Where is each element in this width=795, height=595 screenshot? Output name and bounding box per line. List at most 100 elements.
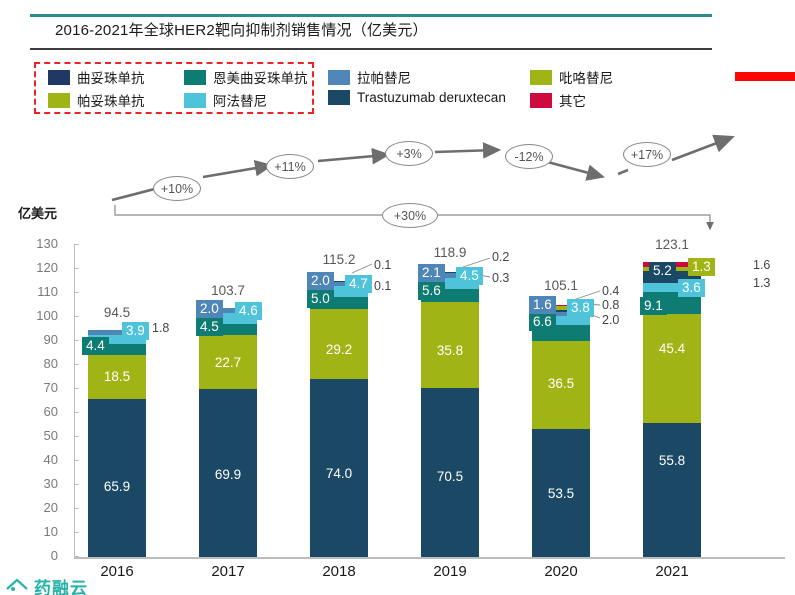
chip-2016-afatinib: 3.9 <box>122 322 149 340</box>
growth-badge-label: +11% <box>274 159 306 174</box>
growth-badge-2020-2021: +17% <box>623 142 671 167</box>
segment-pertuzumab <box>88 355 146 399</box>
bar-total-2017: 103.7 <box>211 283 245 298</box>
y-tick-label: 50 <box>43 428 58 443</box>
legend-label: 恩美曲妥珠单抗 <box>213 71 308 86</box>
legend-item-lapatinib[interactable]: 拉帕替尼 <box>328 67 411 87</box>
bar-2018[interactable]: 74.0 29.2 <box>310 281 368 557</box>
callout-2019-0: 0.2 <box>492 250 510 264</box>
chip-2018-tdm1: 5.0 <box>307 290 334 308</box>
segment-other <box>532 305 590 306</box>
chip-2020-afatinib: 3.8 <box>567 299 594 317</box>
segment-afatinib <box>199 313 257 324</box>
segment-pertuzumab <box>310 309 368 379</box>
legend-item-afatinib[interactable]: 阿法替尼 <box>184 90 267 110</box>
chart-legend: 曲妥珠单抗 帕妥珠单抗 恩美曲妥珠单抗 阿法替尼 拉帕替尼 Trastuzuma… <box>34 62 704 114</box>
segment-pertuzumab <box>199 335 257 389</box>
segment-pyrotinib <box>532 306 590 310</box>
legend-highlight-box <box>34 62 314 114</box>
title-rule-top <box>30 14 712 17</box>
callout-2016-0: 1.8 <box>152 321 170 335</box>
segment-trastuzumab-deruxtecan <box>310 281 368 282</box>
legend-item-pertuzumab[interactable]: 帕妥珠单抗 <box>48 90 145 110</box>
growth-badge-label: -12% <box>514 149 544 164</box>
segment-trastuzumab <box>310 379 368 557</box>
segment-lapatinib <box>88 330 146 335</box>
x-label-2019: 2019 <box>433 563 467 580</box>
chip-2017-lapatinib: 2.0 <box>196 300 223 318</box>
y-tick-label: 120 <box>36 260 58 275</box>
chip-2021-afatinib: 3.6 <box>678 279 705 297</box>
bar-2020[interactable]: 53.5 36.5 <box>532 305 590 557</box>
growth-badge-label: +3% <box>396 146 422 161</box>
chip-2017-tdm1: 4.5 <box>196 318 223 336</box>
callout-2020-0: 0.4 <box>602 284 620 298</box>
segment-value-olive: 22.7 <box>214 355 242 370</box>
red-accent-bar <box>735 72 795 81</box>
legend-item-trastuzumab[interactable]: 曲妥珠单抗 <box>48 67 145 87</box>
segment-lapatinib <box>532 312 590 316</box>
legend-swatch-icon <box>184 92 206 108</box>
segment-value-main: 65.9 <box>103 479 131 494</box>
segment-trastuzumab <box>421 388 479 557</box>
segment-trastuzumab <box>88 399 146 557</box>
segment-value-olive: 36.5 <box>547 376 575 391</box>
y-tick-label: 110 <box>37 284 58 299</box>
y-axis-unit-label: 亿美元 <box>18 206 58 221</box>
segment-value-olive: 18.5 <box>103 369 131 384</box>
x-label-2017: 2017 <box>211 563 245 580</box>
chip-2018-afatinib: 4.7 <box>345 275 372 293</box>
chip-2016-tdm1: 4.4 <box>82 337 109 355</box>
callout-2021-1: 1.3 <box>753 276 771 290</box>
chip-2018-lapatinib: 2.0 <box>307 272 334 290</box>
legend-label: 其它 <box>559 94 586 109</box>
segment-trastuzumab <box>199 389 257 557</box>
legend-item-other[interactable]: 其它 <box>530 90 586 110</box>
segment-tdm1 <box>88 344 146 355</box>
segment-afatinib <box>421 278 479 289</box>
y-tick-label: 30 <box>43 476 58 491</box>
growth-badge-2017-2018: +11% <box>266 154 314 179</box>
segment-trastuzumab-deruxtecan <box>532 310 590 312</box>
legend-item-tdm1[interactable]: 恩美曲妥珠单抗 <box>184 67 308 87</box>
growth-badge-2016-2017: +10% <box>153 176 201 201</box>
chip-2020-tdm1: 6.6 <box>529 313 556 331</box>
segment-pertuzumab <box>421 302 479 388</box>
legend-item-trastuzumab-deruxtecan[interactable]: Trastuzumab deruxtecan <box>328 90 506 105</box>
bar-total-2021: 123.1 <box>655 237 689 252</box>
y-tick-label: 40 <box>43 452 58 467</box>
segment-lapatinib <box>421 273 479 278</box>
callout-2021-0: 1.6 <box>753 258 771 272</box>
segment-lapatinib <box>199 308 257 313</box>
segment-value-main: 53.5 <box>547 486 575 501</box>
legend-label: 曲妥珠单抗 <box>77 71 145 86</box>
bar-2016[interactable]: 65.9 18.5 <box>88 330 146 557</box>
y-tick-label: 100 <box>36 308 58 323</box>
bar-total-2016: 94.5 <box>103 305 131 320</box>
bar-2017[interactable]: 69.9 22.7 <box>199 308 257 557</box>
segment-pertuzumab <box>532 341 590 429</box>
bar-2021[interactable]: 55.8 45.4 <box>643 262 701 557</box>
segment-afatinib <box>643 283 701 292</box>
segment-lapatinib <box>310 282 368 286</box>
x-label-2021: 2021 <box>655 563 689 580</box>
chip-2020-lapatinib: 1.6 <box>529 296 556 314</box>
callout-2020-1: 0.8 <box>602 298 620 312</box>
segment-trastuzumab <box>532 429 590 557</box>
legend-swatch-icon <box>48 92 70 108</box>
segment-value-main: 55.8 <box>658 453 686 468</box>
segment-pertuzumab <box>643 314 701 423</box>
segment-afatinib <box>532 316 590 325</box>
segment-value-main: 69.9 <box>214 467 242 482</box>
bar-2019[interactable]: 70.5 35.8 <box>421 272 479 557</box>
house-icon <box>6 578 28 591</box>
chip-2021-tdm1: 9.1 <box>640 297 667 315</box>
legend-item-pyrotinib[interactable]: 吡咯替尼 <box>530 67 613 87</box>
segment-value-main: 70.5 <box>436 469 464 484</box>
chip-2019-afatinib: 4.5 <box>456 267 483 285</box>
growth-badge-label: +17% <box>630 147 664 162</box>
segment-tdm1 <box>199 324 257 335</box>
callout-2020-2: 2.0 <box>602 313 620 327</box>
legend-label: 吡咯替尼 <box>559 71 613 86</box>
